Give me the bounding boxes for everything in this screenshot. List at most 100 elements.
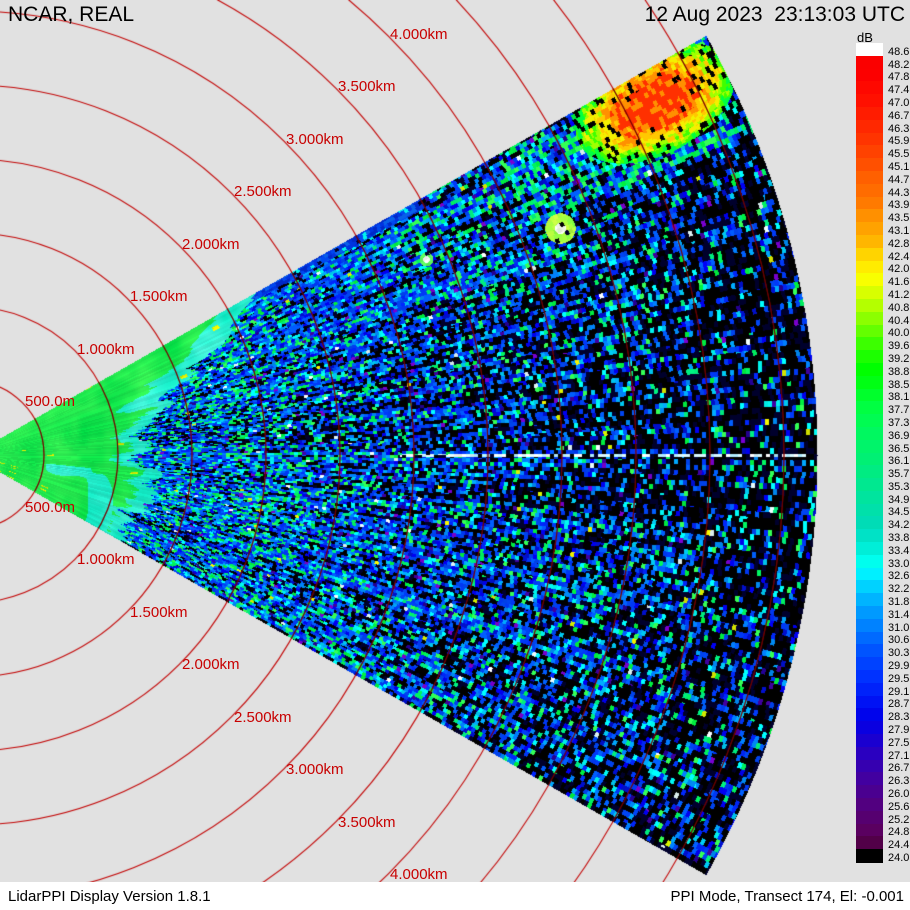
colorbar-swatch [856, 644, 883, 658]
colorbar-swatch [856, 708, 883, 722]
colorbar-swatch [856, 106, 883, 121]
colorbar-tick-label: 45.9 [888, 135, 910, 148]
colorbar-tick-label: 48.2 [888, 58, 910, 71]
colorbar-tick-label: 26.7 [888, 762, 910, 775]
colorbar-tick-label: 37.7 [888, 404, 910, 417]
colorbar-tick-label: 38.5 [888, 378, 910, 391]
colorbar-swatch [856, 298, 883, 313]
colorbar-tick-label: 36.9 [888, 429, 910, 442]
range-ring-label-bottom-3.500km: 3.500km [338, 814, 396, 831]
colorbar-swatch [856, 170, 883, 185]
colorbar-swatch [856, 196, 883, 210]
colorbar-tick-label: 25.2 [888, 813, 910, 826]
range-ring-label-bottom-1.500km: 1.500km [130, 604, 188, 621]
colorbar-tick-label: 44.3 [888, 186, 910, 199]
colorbar-tick-label: 31.4 [888, 608, 910, 621]
colorbar-swatch [856, 311, 883, 326]
colorbar-swatch [856, 247, 883, 262]
colorbar-tick-label: 24.4 [888, 839, 910, 852]
mode-status-text: PPI Mode, Transect 174, El: -0.001 [670, 888, 904, 905]
colorbar-swatch [856, 337, 883, 351]
colorbar-tick-label: 32.6 [888, 570, 910, 583]
colorbar-swatch [856, 682, 883, 697]
colorbar-swatch [856, 68, 883, 82]
colorbar-tick-label: 35.7 [888, 468, 910, 481]
range-ring-label-bottom-2.000km: 2.000km [182, 656, 240, 673]
colorbar-swatch [856, 618, 883, 633]
colorbar-swatch [856, 375, 883, 390]
colorbar-tick-label: 30.3 [888, 647, 910, 660]
range-ring-label-top-3.000km: 3.000km [286, 131, 344, 148]
colorbar-tick-label: 27.9 [888, 724, 910, 737]
colorbar-swatch [856, 94, 883, 108]
colorbar-tick-label: 33.8 [888, 532, 910, 545]
colorbar-tick-label: 38.1 [888, 391, 910, 404]
colorbar-tick-label: 31.0 [888, 621, 910, 634]
colorbar-swatch [856, 350, 883, 364]
colorbar-tick-label: 48.6 [888, 45, 910, 58]
colorbar-tick-label: 38.8 [888, 365, 910, 378]
status-bar: LidarPPI Display Version 1.8.1 PPI Mode,… [0, 882, 910, 910]
colorbar-tick-label: 43.1 [888, 224, 910, 237]
range-ring-label-top-500.0m: 500.0m [25, 393, 76, 410]
colorbar-tick-label: 43.5 [888, 212, 910, 225]
colorbar-swatch [856, 145, 883, 159]
colorbar-tick-label: 41.2 [888, 288, 910, 301]
colorbar-swatch [856, 695, 883, 710]
version-text: LidarPPI Display Version 1.8.1 [8, 888, 211, 905]
colorbar-tick-label: 44.7 [888, 173, 910, 186]
colorbar-tick-label: 40.4 [888, 314, 910, 327]
range-ring-label-top-1.000km: 1.000km [77, 341, 135, 358]
colorbar-swatch [856, 542, 883, 556]
colorbar-tick-label: 47.8 [888, 71, 910, 84]
colorbar-tick-label: 46.7 [888, 109, 910, 122]
colorbar-tick-label: 43.9 [888, 199, 910, 212]
colorbar-tick-label: 46.3 [888, 122, 910, 135]
colorbar-tick-label: 24.8 [888, 826, 910, 839]
colorbar-tick-label: 39.2 [888, 352, 910, 365]
colorbar-swatch [856, 388, 883, 402]
colorbar-swatch [856, 516, 883, 530]
colorbar-swatch [856, 593, 883, 607]
colorbar-tick-label: 42.8 [888, 237, 910, 250]
colorbar-swatch [856, 631, 883, 646]
colorbar-swatch [856, 43, 883, 57]
colorbar-tick-label: 35.3 [888, 480, 910, 493]
colorbar-tick-label: 45.5 [888, 148, 910, 161]
colorbar-swatch [856, 554, 883, 569]
colorbar-tick-label: 26.3 [888, 775, 910, 788]
colorbar-tick-label: 34.9 [888, 493, 910, 506]
colorbar-swatch [856, 772, 883, 786]
colorbar-swatch [856, 798, 883, 812]
colorbar-tick-label: 36.5 [888, 442, 910, 455]
colorbar-swatch [856, 478, 883, 492]
colorbar: dB 48.6 48.2 47.8 47.4 47.0 46.7 46.3 45.9 45.5 4… [855, 30, 910, 878]
colorbar-tick-label: 29.1 [888, 685, 910, 698]
range-ring-label-bottom-500.0m: 500.0m [25, 499, 76, 516]
colorbar-swatch [856, 734, 883, 748]
colorbar-swatch [856, 465, 883, 479]
colorbar-tick-label: 30.6 [888, 634, 910, 647]
colorbar-swatch [856, 158, 883, 172]
colorbar-tick-label: 40.8 [888, 301, 910, 314]
colorbar-tick-label: 34.5 [888, 506, 910, 519]
colorbar-tick-label: 47.4 [888, 84, 910, 97]
colorbar-swatch [856, 183, 883, 198]
colorbar-swatch [856, 836, 883, 850]
colorbar-swatch [856, 55, 883, 70]
colorbar-swatch [856, 119, 883, 134]
colorbar-tick-label: 24.0 [888, 852, 910, 864]
colorbar-swatch [856, 414, 883, 428]
colorbar-swatch [856, 759, 883, 774]
colorbar-tick-label: 28.3 [888, 711, 910, 724]
colorbar-swatch [856, 785, 883, 799]
colorbar-swatch [856, 324, 883, 338]
colorbar-tick-label: 33.4 [888, 544, 910, 557]
colorbar-tick-label: 42.0 [888, 263, 910, 276]
colorbar-tick-label: 31.8 [888, 596, 910, 609]
colorbar-swatch [856, 567, 883, 582]
colorbar-tick-label: 29.9 [888, 660, 910, 673]
colorbar-tick-label: 37.3 [888, 416, 910, 429]
colorbar-swatch [856, 286, 883, 300]
